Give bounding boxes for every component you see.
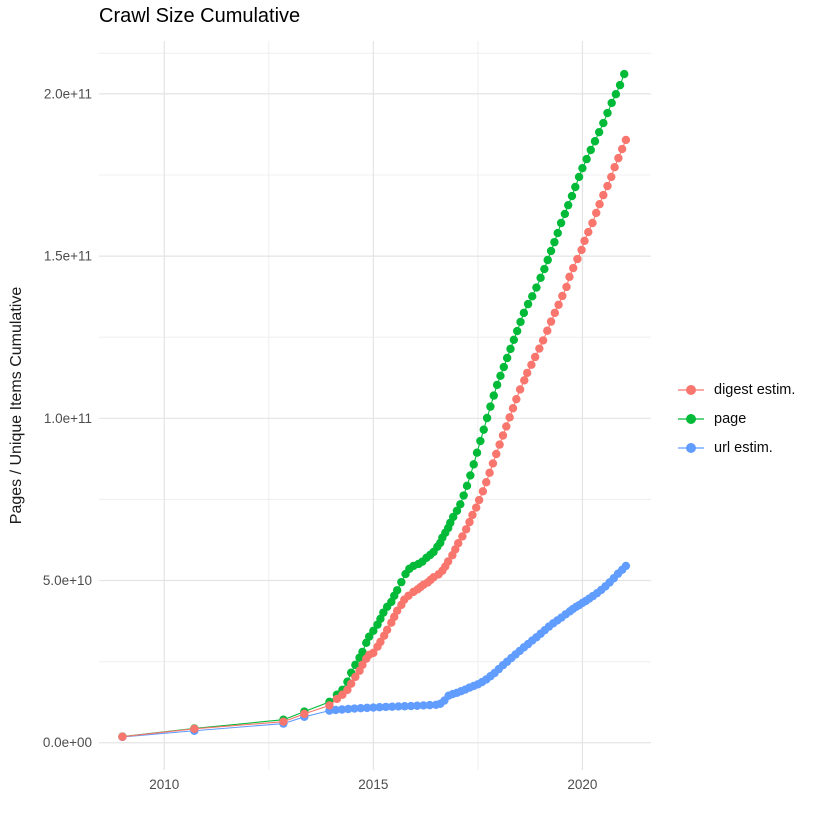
legend-label: url estim. bbox=[714, 440, 773, 456]
legend-key-icon bbox=[678, 385, 704, 395]
legend-label: digest estim. bbox=[714, 382, 796, 398]
gridlines-minor bbox=[99, 41, 651, 770]
gridlines-major bbox=[99, 41, 651, 770]
legend-key-icon bbox=[678, 414, 704, 424]
svg-text:2015: 2015 bbox=[358, 777, 388, 792]
legend-label: page bbox=[714, 411, 747, 427]
legend-entry-url-estim: url estim. bbox=[676, 439, 795, 457]
svg-text:0.0e+00: 0.0e+00 bbox=[43, 735, 92, 750]
legend-key-icon bbox=[678, 443, 704, 453]
legend: digest estim. page url estim. bbox=[676, 381, 795, 468]
series-url-estim bbox=[118, 561, 631, 742]
svg-text:1.5e+11: 1.5e+11 bbox=[44, 249, 92, 264]
svg-text:1.0e+11: 1.0e+11 bbox=[44, 411, 92, 426]
y-axis-title: Pages / Unique Items Cumulative bbox=[8, 287, 25, 525]
svg-text:5.0e+10: 5.0e+10 bbox=[43, 573, 92, 588]
series-digest-estim bbox=[118, 135, 631, 741]
x-axis-labels: 2010 2015 2020 bbox=[149, 777, 597, 792]
y-axis-labels: 0.0e+00 5.0e+10 1.0e+11 1.5e+11 2.0e+11 bbox=[43, 86, 92, 750]
legend-entry-digest-estim: digest estim. bbox=[676, 381, 795, 399]
svg-text:2020: 2020 bbox=[567, 777, 597, 792]
svg-text:2010: 2010 bbox=[149, 777, 179, 792]
chart-title: Crawl Size Cumulative bbox=[99, 5, 301, 27]
legend-entry-page: page bbox=[676, 410, 795, 428]
svg-text:2.0e+11: 2.0e+11 bbox=[44, 86, 92, 101]
